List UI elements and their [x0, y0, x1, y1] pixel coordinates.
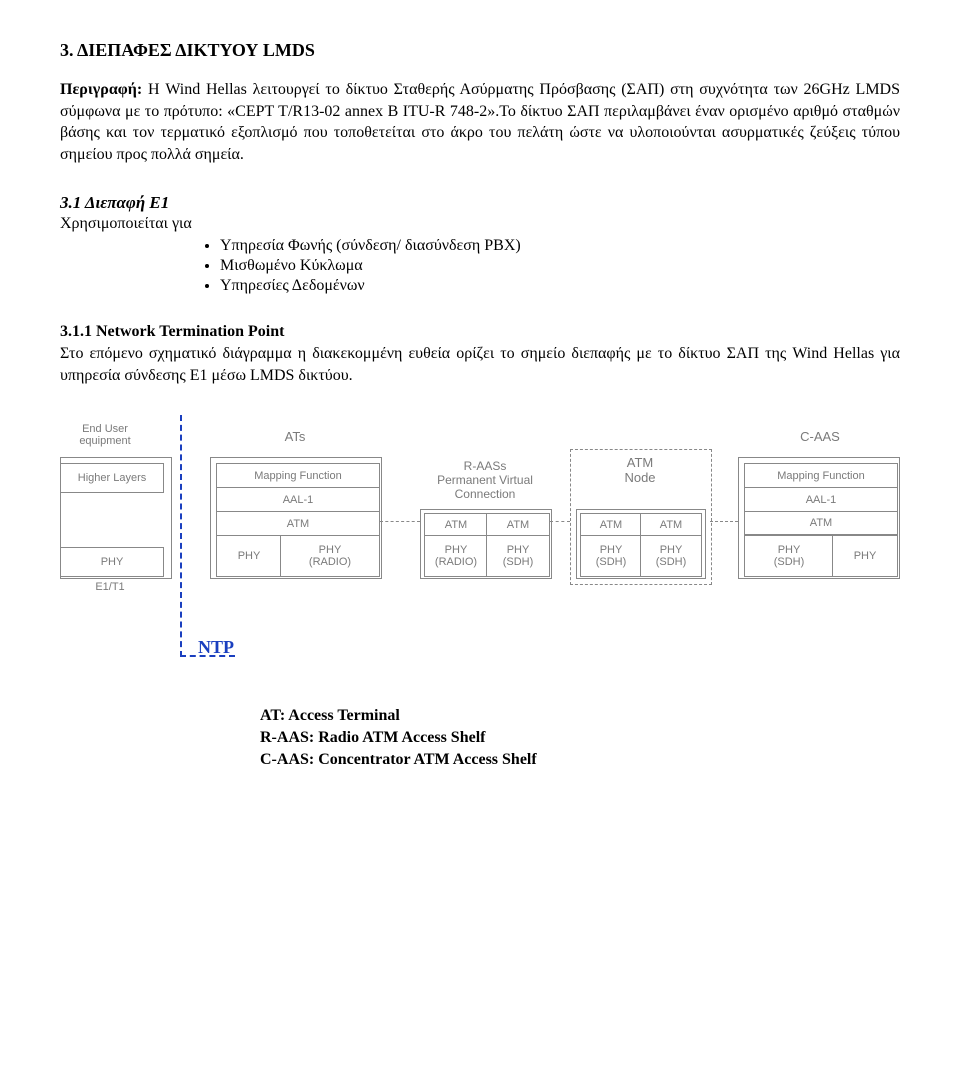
aal1-box-caas: AAL-1: [744, 487, 898, 513]
subsection-3-1-1-text: Στο επόμενο σχηματικό διάγραμμα η διακεκ…: [60, 343, 900, 386]
atm-box-caas: ATM: [744, 511, 898, 535]
phy-sdh-box-node-l: PHY (SDH): [580, 535, 642, 577]
mapping-box-caas: Mapping Function: [744, 463, 898, 489]
end-user-label: End User equipment: [60, 423, 150, 447]
atm-box-node-l: ATM: [580, 513, 642, 537]
legend-caas: C-AAS: Concentrator ATM Access Shelf: [260, 749, 900, 771]
bullet-item: Υπηρεσία Φωνής (σύνδεση/ διασύνδεση PBX): [220, 237, 900, 255]
bullet-item: Υπηρεσίες Δεδομένων: [220, 277, 900, 295]
subsection-3-1-bullets: Υπηρεσία Φωνής (σύνδεση/ διασύνδεση PBX)…: [220, 237, 900, 295]
section-description: Περιγραφή: Η Wind Hellas λειτουργεί το δ…: [60, 79, 900, 165]
atm-node-label: ATM Node: [615, 455, 665, 485]
atm-box-ats: ATM: [216, 511, 380, 537]
subsection-3-1-lead: Χρησιμοποιείται για: [60, 215, 900, 233]
higher-layers-box: Higher Layers: [60, 463, 164, 493]
phy-radio-box-raass: PHY (RADIO): [424, 535, 488, 577]
section-heading: 3. ΔΙΕΠΑΦΕΣ ΔΙΚΤΥΟΥ LMDS: [60, 40, 900, 61]
ats-label: ATs: [275, 429, 315, 444]
raass-label: R-AASs Permanent Virtual Connection: [420, 459, 550, 501]
atm-box-raass-l: ATM: [424, 513, 488, 537]
phy-box-ats: PHY: [216, 535, 282, 577]
dashed-link-ats-raass: [380, 521, 420, 522]
atm-box-raass-r: ATM: [486, 513, 550, 537]
phy-sdh-box-caas: PHY (SDH): [744, 535, 834, 577]
phy-box-caas: PHY: [832, 535, 898, 577]
dashed-link-raass-node: [550, 521, 570, 522]
desc-label: Περιγραφή:: [60, 81, 142, 98]
dashed-link-node-caas: [710, 521, 738, 522]
desc-text: Η Wind Hellas λειτουργεί το δίκτυο Σταθε…: [60, 81, 900, 163]
phy-sdh-box-node-r: PHY (SDH): [640, 535, 702, 577]
phy-box-enduser: PHY: [60, 547, 164, 577]
legend-raas: R-AAS: Radio ATM Access Shelf: [260, 727, 900, 749]
atm-box-node-r: ATM: [640, 513, 702, 537]
subsection-3-1-heading: 3.1 Διεπαφή Ε1: [60, 193, 900, 213]
caas-label: C-AAS: [790, 429, 850, 444]
legend-at: AT: Access Terminal: [260, 705, 900, 727]
phy-sdh-box-raass: PHY (SDH): [486, 535, 550, 577]
network-diagram: End User equipment Higher Layers PHY E1/…: [60, 415, 900, 675]
aal1-box-ats: AAL-1: [216, 487, 380, 513]
ntp-dashed-line: [180, 415, 182, 657]
ntp-label: NTP: [198, 637, 234, 658]
mapping-box-ats: Mapping Function: [216, 463, 380, 489]
phy-radio-box-ats: PHY (RADIO): [280, 535, 380, 577]
bullet-item: Μισθωμένο Κύκλωμα: [220, 257, 900, 275]
subsection-3-1-1-heading: 3.1.1 Network Termination Point: [60, 323, 900, 341]
diagram-legend: AT: Access Terminal R-AAS: Radio ATM Acc…: [260, 705, 900, 772]
e1t1-label: E1/T1: [80, 581, 140, 593]
